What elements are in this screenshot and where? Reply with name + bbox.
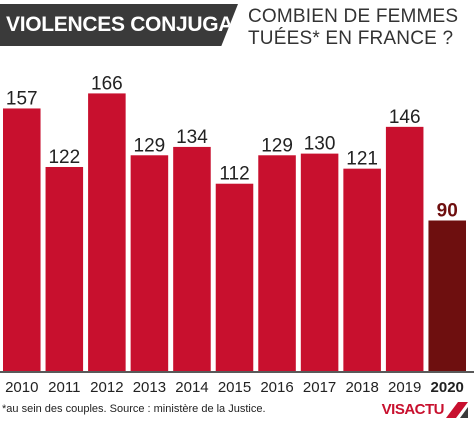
- bar-2019: [385, 126, 424, 371]
- value-label-2016: 129: [261, 135, 293, 156]
- value-label-2018: 121: [346, 149, 378, 170]
- publisher-logo: VISACTU: [382, 400, 468, 419]
- value-label-2010: 157: [6, 88, 38, 109]
- chart-footer: *au sein des couples. Source : ministère…: [0, 400, 474, 421]
- value-label-2020: 90: [437, 201, 458, 222]
- value-label-2014: 134: [176, 127, 208, 148]
- value-label-2017: 130: [304, 134, 336, 155]
- bar-2016: [258, 155, 296, 371]
- x-tick-label-2018: 2018: [345, 379, 378, 396]
- x-tick-label-2019: 2019: [388, 379, 421, 396]
- chart-title-line-1: COMBIEN DE FEMMES: [248, 6, 459, 27]
- topic-badge: VIOLENCES CONJUGALES: [0, 4, 238, 46]
- chart-title-line-2: TUÉES* EN FRANCE ?: [248, 28, 454, 49]
- bar-2018: [343, 168, 381, 371]
- value-label-2013: 129: [134, 135, 166, 156]
- x-tick-label-2014: 2014: [175, 379, 208, 396]
- bar-2017: [300, 153, 339, 371]
- chart-title: COMBIEN DE FEMMES TUÉES* EN FRANCE ?: [248, 6, 468, 50]
- value-label-2012: 166: [91, 73, 123, 94]
- bar-chart: 157 2010 122 2011 166 2012 129 2013 134 2014 112 20…: [0, 73, 474, 396]
- value-label-2011: 122: [48, 147, 80, 168]
- publisher-logo-text: VISACTU: [381, 401, 445, 418]
- x-tick-label-2020: 2020: [431, 379, 464, 396]
- source-note: *au sein des couples. Source : ministère…: [2, 403, 266, 415]
- x-tick-label-2011: 2011: [48, 379, 80, 396]
- bar-2013: [130, 155, 169, 371]
- x-tick-label-2010: 2010: [5, 379, 38, 396]
- x-tick-label-2016: 2016: [260, 379, 293, 396]
- logo-mark-icon: [446, 401, 468, 418]
- x-tick-label-2017: 2017: [303, 379, 336, 396]
- value-label-2019: 146: [389, 107, 421, 128]
- bar-2015: [215, 183, 254, 371]
- value-label-2015: 112: [219, 164, 249, 185]
- chart-header: VIOLENCES CONJUGALES COMBIEN DE FEMMES T…: [0, 0, 474, 56]
- x-tick-label-2013: 2013: [133, 379, 166, 396]
- bar-2014: [173, 146, 211, 371]
- x-tick-label-2012: 2012: [90, 379, 123, 396]
- bar-2012: [88, 93, 126, 372]
- bar-2011: [45, 166, 84, 371]
- bar-2010: [3, 108, 41, 371]
- bar-2020: [428, 220, 466, 371]
- x-tick-label-2015: 2015: [218, 379, 251, 396]
